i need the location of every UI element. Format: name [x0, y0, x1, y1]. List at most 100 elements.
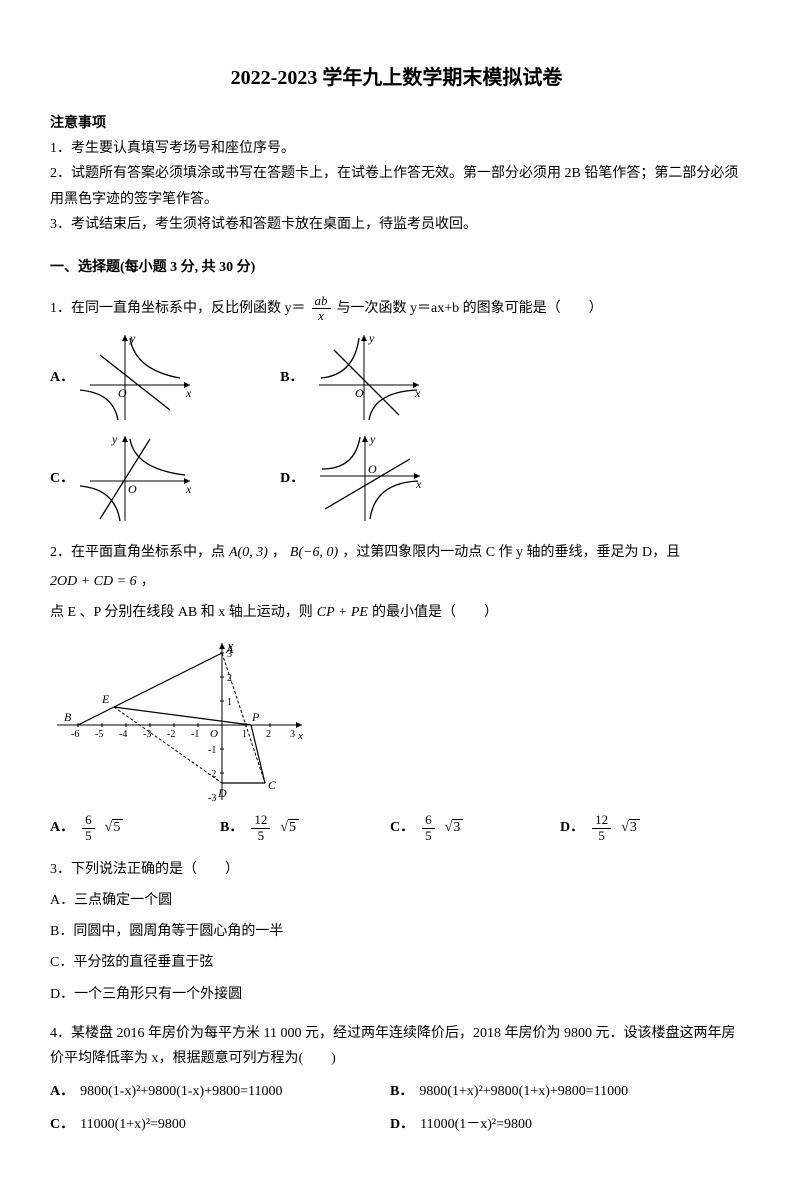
svg-text:C: C: [268, 778, 277, 792]
q1-opt-a-label: A．: [50, 365, 74, 390]
q1-option-d: D． O x y: [280, 431, 430, 526]
q4-b-lab: B．: [390, 1079, 413, 1104]
q3-option-b: B．同圆中，圆周角等于圆心角的一半: [50, 919, 743, 944]
q3-stem: 3．下列说法正确的是（ ）: [50, 857, 743, 882]
svg-text:-3: -3: [208, 793, 216, 804]
q4-c-lab: C．: [50, 1112, 74, 1137]
q1-fraction: ab x: [312, 294, 331, 324]
svg-text:y: y: [369, 432, 376, 446]
q1-option-c: C． O x y: [50, 431, 200, 526]
svg-text:x: x: [185, 386, 192, 400]
question-4: 4．某楼盘 2016 年房价为每平方米 11 000 元，经过两年连续降价后，2…: [50, 1021, 743, 1138]
q4-option-d: D． 11000(1－x)²=9800: [390, 1112, 532, 1137]
q2-t9: CP + PE: [317, 600, 368, 625]
svg-text:O: O: [355, 386, 364, 400]
notice-heading: 注意事项: [50, 111, 743, 136]
q2-c-num: 6: [422, 813, 435, 828]
q1-opt-d-label: D．: [280, 466, 304, 491]
svg-text:-6: -6: [71, 729, 79, 740]
q2-t10: 的最小值是（ ）: [372, 600, 498, 625]
q4-d-lab: D．: [390, 1112, 414, 1137]
q1-graph-d: O x y: [310, 431, 430, 526]
notice-item-2: 2．试题所有答案必须填涂或书写在答题卡上，在试卷上作答无效。第一部分必须用 2B…: [50, 161, 743, 211]
q4-c-text: 11000(1+x)²=9800: [80, 1112, 186, 1137]
svg-text:O: O: [368, 462, 377, 476]
svg-text:x: x: [414, 386, 421, 400]
q2-t3: ，: [272, 540, 286, 565]
q2-c-label: C．: [390, 815, 414, 840]
q2-a-rad: 5: [112, 819, 123, 835]
q2-b-den: 5: [255, 829, 268, 843]
q2-graph: x y O -6-5-4 -3-2-1 123 123 -1-2-3: [50, 635, 310, 805]
q4-a-lab: A．: [50, 1079, 74, 1104]
svg-text:P: P: [251, 710, 260, 724]
q2-d-label: D．: [560, 815, 584, 840]
q2-t2: A(0, 3): [229, 540, 268, 565]
q2-t4: B(−6, 0): [290, 540, 338, 565]
q2-c-den: 5: [422, 829, 435, 843]
svg-text:x: x: [185, 482, 192, 496]
question-3: 3．下列说法正确的是（ ） A．三点确定一个圆 B．同圆中，圆周角等于圆心角的一…: [50, 857, 743, 1007]
q4-option-b: B． 9800(1+x)²+9800(1+x)+9800=11000: [390, 1079, 628, 1104]
svg-text:3: 3: [290, 729, 295, 740]
q1-option-b: B． O x y: [280, 330, 429, 425]
q1-graph-a: O x y: [80, 330, 200, 425]
q1-frac-den: x: [315, 309, 327, 323]
svg-text:O: O: [210, 728, 218, 740]
svg-text:B: B: [64, 710, 72, 724]
q4-a-text: 9800(1-x)²+9800(1-x)+9800=11000: [80, 1079, 282, 1104]
q1-suffix: 与一次函数 y＝ax+b 的图象可能是（ ）: [337, 296, 603, 321]
question-1: 1．在同一直角坐标系中，反比例函数 y＝ ab x 与一次函数 y＝ax+b 的…: [50, 294, 743, 526]
svg-text:A: A: [225, 642, 234, 656]
q2-t6: 2OD + CD = 6: [50, 569, 137, 594]
svg-text:1: 1: [242, 729, 247, 740]
q1-opt-b-label: B．: [280, 365, 303, 390]
q3-option-a: A．三点确定一个圆: [50, 888, 743, 913]
q2-option-b: B． 125 5: [220, 813, 330, 843]
q2-option-c: C． 65 3: [390, 813, 500, 843]
q4-option-c: C． 11000(1+x)²=9800: [50, 1112, 350, 1137]
q2-option-d: D． 125 3: [560, 813, 670, 843]
q3-option-c: C．平分弦的直径垂直于弦: [50, 950, 743, 975]
q2-b-label: B．: [220, 815, 243, 840]
svg-text:O: O: [118, 386, 127, 400]
notice-item-3: 3．考试结束后，考生须将试卷和答题卡放在桌面上，待监考员收回。: [50, 212, 743, 237]
q2-b-rad: 5: [288, 819, 299, 835]
svg-text:y: y: [111, 432, 118, 446]
q2-t5: ，过第四象限内一动点 C 作 y 轴的垂线，垂足为 D，且: [342, 540, 680, 565]
q1-graph-c: O x y: [80, 431, 200, 526]
q2-t8: 点 E 、P 分别在线段 AB 和 x 轴上运动，则: [50, 600, 313, 625]
q4-stem: 4．某楼盘 2016 年房价为每平方米 11 000 元，经过两年连续降价后，2…: [50, 1021, 743, 1071]
svg-text:1: 1: [227, 697, 232, 708]
svg-text:-1: -1: [191, 729, 199, 740]
q2-a-num: 6: [82, 813, 95, 828]
svg-text:-2: -2: [167, 729, 175, 740]
notice-item-1: 1．考生要认真填写考场号和座位序号。: [50, 136, 743, 161]
q2-b-num: 12: [251, 813, 270, 828]
q2-a-den: 5: [82, 829, 95, 843]
svg-text:E: E: [101, 692, 110, 706]
q4-b-text: 9800(1+x)²+9800(1+x)+9800=11000: [419, 1079, 628, 1104]
svg-text:2: 2: [266, 729, 271, 740]
q2-a-label: A．: [50, 815, 74, 840]
q2-d-rad: 3: [629, 819, 640, 835]
svg-text:-1: -1: [208, 745, 216, 756]
q4-d-text: 11000(1－x)²=9800: [420, 1112, 532, 1137]
svg-text:y: y: [368, 331, 375, 345]
q1-opt-c-label: C．: [50, 466, 74, 491]
q2-c-rad: 3: [452, 819, 463, 835]
q2-d-den: 5: [595, 829, 608, 843]
svg-text:-4: -4: [119, 729, 127, 740]
page-title: 2022-2023 学年九上数学期末模拟试卷: [50, 60, 743, 96]
question-2: 2．在平面直角坐标系中，点 A(0, 3) ， B(−6, 0) ，过第四象限内…: [50, 540, 743, 843]
svg-text:x: x: [415, 477, 422, 491]
q3-option-d: D．一个三角形只有一个外接圆: [50, 982, 743, 1007]
svg-text:-5: -5: [95, 729, 103, 740]
svg-text:O: O: [128, 482, 137, 496]
q1-frac-num: ab: [312, 294, 331, 309]
q2-t7: ，: [141, 569, 155, 594]
section-1-heading: 一、选择题(每小题 3 分, 共 30 分): [50, 255, 743, 280]
svg-text:x: x: [297, 730, 303, 742]
q1-option-a: A． O x y: [50, 330, 200, 425]
q2-d-num: 12: [592, 813, 611, 828]
